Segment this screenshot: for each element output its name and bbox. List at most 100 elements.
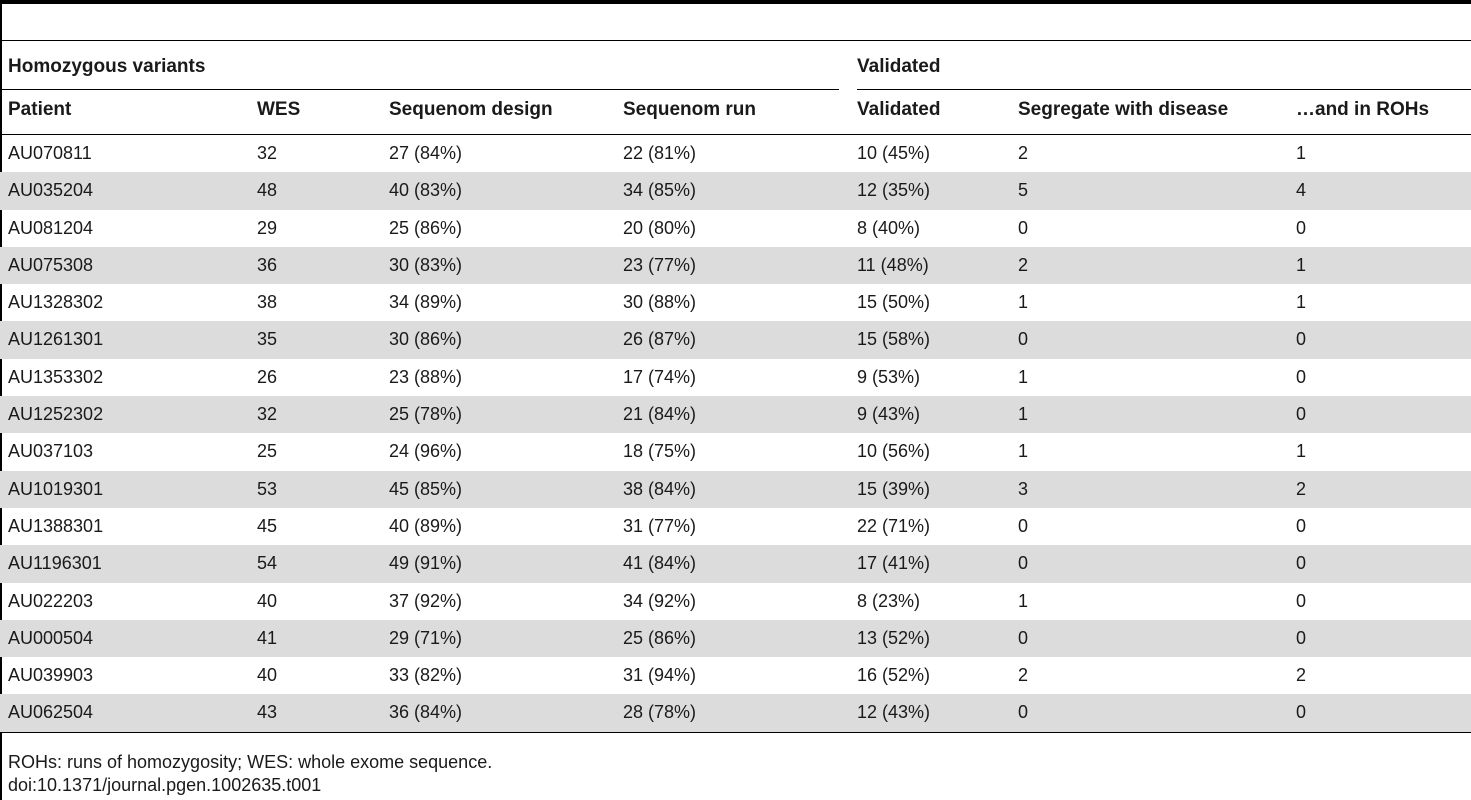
cell-wes: 29 — [257, 217, 278, 238]
cell-sequenom-run: 23 (77%) — [623, 254, 697, 275]
cell-sequenom-design: 49 (91%) — [389, 553, 463, 574]
cell-in-rohs: 0 — [1296, 590, 1307, 611]
cell-validated: 17 (41%) — [857, 553, 931, 574]
header-bottom-rule — [0, 134, 1471, 135]
cell-wes: 35 — [257, 329, 278, 350]
cell-sequenom-run: 38 (84%) — [623, 478, 697, 499]
cell-sequenom-design: 34 (89%) — [389, 292, 463, 313]
cell-sequenom-run: 20 (80%) — [623, 217, 697, 238]
cell-validated: 16 (52%) — [857, 665, 931, 686]
table-row: AU1252302 32 25 (78%) 21 (84%) 9 (43%) 1 0 — [0, 396, 1471, 434]
group-underline-right — [857, 89, 1471, 90]
cell-segregate: 0 — [1018, 217, 1029, 238]
cell-sequenom-run: 21 (84%) — [623, 404, 697, 425]
cell-segregate: 0 — [1018, 702, 1029, 723]
table-top-rule — [0, 40, 1471, 41]
table-row: AU022203 40 37 (92%) 34 (92%) 8 (23%) 1 0 — [0, 583, 1471, 620]
group-label-homozygous-variants: Homozygous variants — [8, 56, 206, 77]
cell-in-rohs: 1 — [1296, 254, 1307, 275]
footnote-abbreviations: ROHs: runs of homozygosity; WES: whole e… — [8, 752, 493, 772]
header-segregate-with-disease: Segregate with disease — [1018, 99, 1229, 120]
cell-segregate: 1 — [1018, 292, 1029, 313]
column-group-row: Homozygous variants Validated — [0, 42, 1471, 88]
cell-validated: 12 (35%) — [857, 180, 931, 201]
cell-sequenom-design: 30 (86%) — [389, 329, 463, 350]
cell-in-rohs: 1 — [1296, 143, 1307, 163]
cell-sequenom-run: 17 (74%) — [623, 366, 697, 387]
cell-patient: AU062504 — [8, 702, 94, 723]
cell-in-rohs: 4 — [1296, 180, 1307, 201]
table-bottom-rule — [0, 732, 1471, 733]
cell-sequenom-run: 26 (87%) — [623, 329, 697, 350]
cell-validated: 10 (45%) — [857, 143, 931, 163]
table-row: AU070811 32 27 (84%) 22 (81%) 10 (45%) 2 1 — [0, 135, 1471, 172]
cell-sequenom-design: 27 (84%) — [389, 143, 463, 163]
cell-patient: AU081204 — [8, 217, 94, 238]
cell-segregate: 0 — [1018, 627, 1029, 648]
cell-patient: AU1196301 — [8, 553, 102, 574]
cell-sequenom-run: 41 (84%) — [623, 553, 697, 574]
cell-in-rohs: 0 — [1296, 515, 1307, 536]
table-row: AU1388301 45 40 (89%) 31 (77%) 22 (71%) 0 0 — [0, 508, 1471, 545]
cell-segregate: 2 — [1018, 254, 1029, 275]
cell-patient: AU1388301 — [8, 515, 104, 536]
cell-validated: 8 (23%) — [857, 590, 921, 611]
cell-sequenom-run: 30 (88%) — [623, 292, 697, 313]
group-label-validated: Validated — [857, 56, 941, 77]
cell-wes: 45 — [257, 515, 278, 536]
top-border — [0, 0, 1471, 4]
cell-in-rohs: 0 — [1296, 329, 1307, 350]
cell-in-rohs: 1 — [1296, 441, 1307, 462]
header-and-in-rohs: …and in ROHs — [1296, 99, 1430, 120]
cell-validated: 15 (58%) — [857, 329, 931, 350]
cell-sequenom-design: 33 (82%) — [389, 665, 463, 686]
cell-wes: 40 — [257, 590, 278, 611]
cell-in-rohs: 0 — [1296, 627, 1307, 648]
cell-validated: 22 (71%) — [857, 515, 931, 536]
group-underline-left — [0, 89, 839, 90]
cell-patient: AU037103 — [8, 441, 94, 462]
cell-sequenom-design: 24 (96%) — [389, 441, 463, 462]
cell-in-rohs: 1 — [1296, 292, 1307, 313]
cell-sequenom-design: 29 (71%) — [389, 627, 463, 648]
table-row: AU1353302 26 23 (88%) 17 (74%) 9 (53%) 1 0 — [0, 359, 1471, 396]
cell-patient: AU035204 — [8, 180, 94, 201]
cell-patient: AU1353302 — [8, 366, 104, 387]
cell-sequenom-run: 28 (78%) — [623, 702, 697, 723]
table-row: AU1328302 38 34 (89%) 30 (88%) 15 (50%) 1 1 — [0, 284, 1471, 321]
cell-sequenom-design: 40 (89%) — [389, 515, 463, 536]
cell-sequenom-design: 36 (84%) — [389, 702, 463, 723]
header-validated: Validated — [857, 99, 941, 120]
table-header-row: Patient WES Sequenom design Sequenom run… — [0, 90, 1471, 134]
cell-validated: 8 (40%) — [857, 217, 921, 238]
cell-patient: AU039903 — [8, 665, 94, 686]
cell-in-rohs: 2 — [1296, 478, 1307, 499]
cell-wes: 26 — [257, 366, 278, 387]
header-sequenom-run: Sequenom run — [623, 99, 757, 120]
table-row: AU000504 41 29 (71%) 25 (86%) 13 (52%) 0 0 — [0, 619, 1471, 658]
cell-wes: 32 — [257, 143, 278, 163]
cell-sequenom-design: 25 (78%) — [389, 404, 463, 425]
cell-patient: AU1019301 — [8, 478, 104, 499]
table-row: AU1261301 35 30 (86%) 26 (87%) 15 (58%) 0 0 — [0, 321, 1471, 359]
cell-sequenom-design: 37 (92%) — [389, 590, 463, 611]
table-row: AU035204 48 40 (83%) 34 (85%) 12 (35%) 5 4 — [0, 172, 1471, 210]
cell-wes: 41 — [257, 627, 278, 648]
cell-segregate: 0 — [1018, 515, 1029, 536]
cell-validated: 15 (50%) — [857, 292, 931, 313]
cell-segregate: 5 — [1018, 180, 1029, 201]
cell-patient: AU075308 — [8, 254, 94, 275]
cell-sequenom-design: 40 (83%) — [389, 180, 463, 201]
cell-sequenom-design: 23 (88%) — [389, 366, 463, 387]
cell-wes: 32 — [257, 404, 278, 425]
cell-segregate: 2 — [1018, 143, 1029, 163]
cell-wes: 38 — [257, 292, 278, 313]
cell-in-rohs: 0 — [1296, 553, 1307, 574]
cell-sequenom-run: 25 (86%) — [623, 627, 697, 648]
cell-segregate: 0 — [1018, 329, 1029, 350]
footnote-doi: doi:10.1371/journal.pgen.1002635.t001 — [8, 775, 322, 795]
cell-patient: AU1261301 — [8, 329, 104, 350]
cell-sequenom-design: 25 (86%) — [389, 217, 463, 238]
cell-sequenom-run: 34 (85%) — [623, 180, 697, 201]
cell-validated: 9 (43%) — [857, 404, 921, 425]
